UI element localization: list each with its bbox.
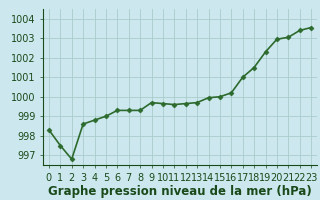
X-axis label: Graphe pression niveau de la mer (hPa): Graphe pression niveau de la mer (hPa) [48,185,312,198]
